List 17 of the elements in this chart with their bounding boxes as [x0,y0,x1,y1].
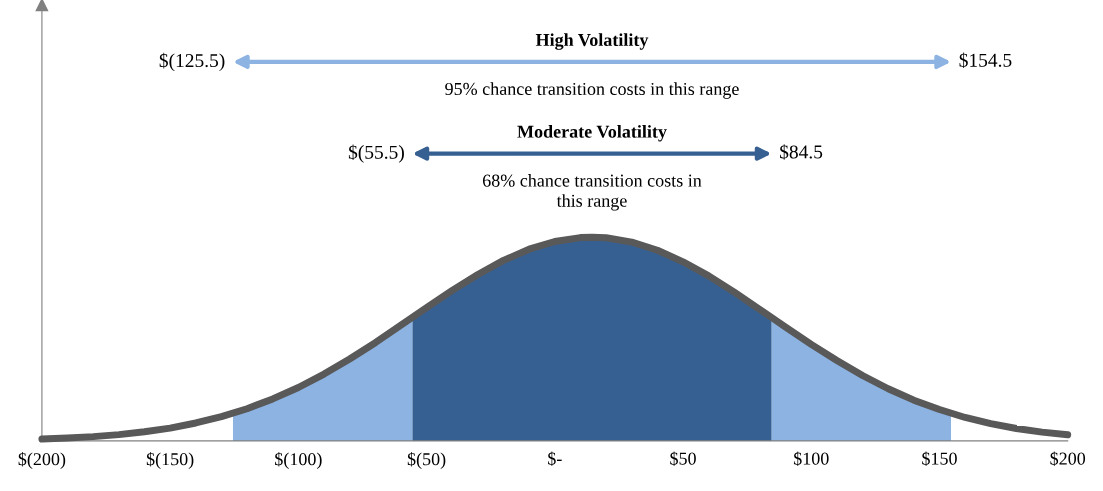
text: $154.5 [959,52,1012,69]
x-tick-label: $(50) [407,452,446,469]
text: $84.5 [780,144,823,160]
text: 68% chance transition costs in this range [482,174,702,211]
x-tick-label: $(200) [18,452,66,469]
text: Moderate Volatility [517,125,667,142]
text: 95% chance transition costs in this range [445,82,739,99]
x-tick-label: $50 [670,451,696,466]
x-tick-label: $150 [922,451,957,466]
text: High Volatility [535,33,649,50]
x-tick-label: $(100) [275,452,322,469]
x-tick-label: $- [548,451,562,466]
x-tick-label: $100 [793,451,829,466]
x-tick-label: $(150) [146,452,194,469]
x-tick-label: $200 [1050,451,1086,466]
text: $(125.5) [159,52,225,72]
text: $(55.5) [348,144,404,163]
